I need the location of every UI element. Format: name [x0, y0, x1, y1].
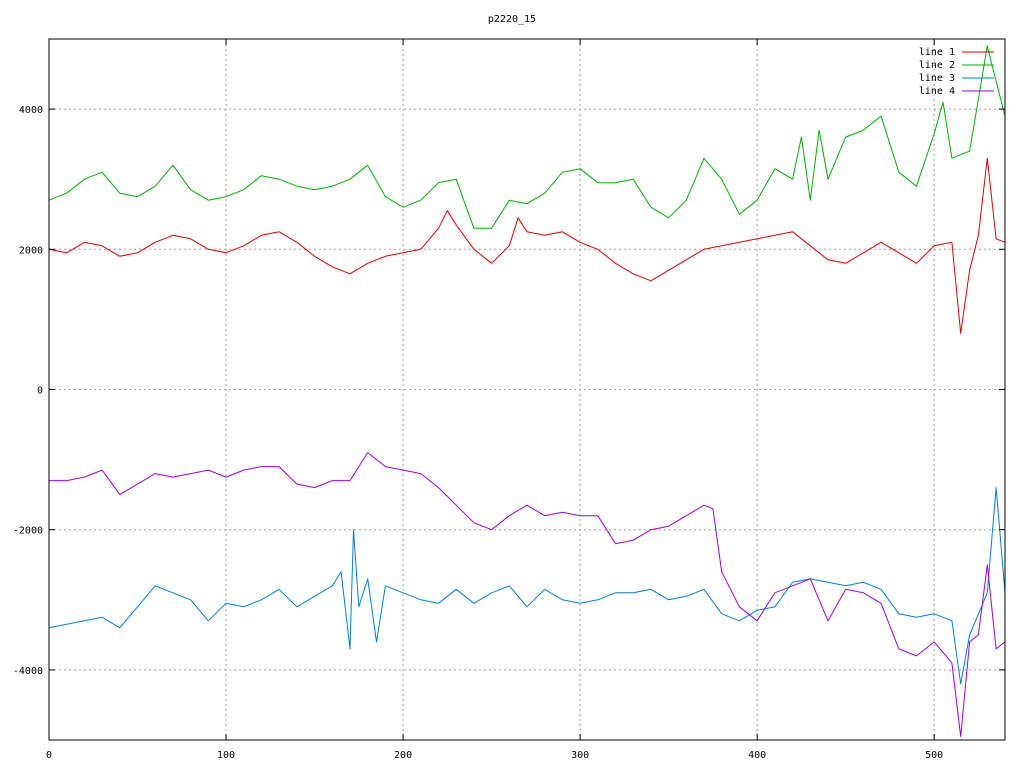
y-axis: -4000 -2000 0 2000 4000	[13, 105, 1005, 677]
legend-label: line 3	[919, 73, 955, 84]
y-tick-label: 4000	[19, 105, 43, 116]
y-tick-label: -2000	[13, 526, 43, 537]
series-layer	[48, 45, 1006, 737]
x-tick-label: 200	[394, 750, 412, 761]
x-axis: 0 100 200 300 400 500	[46, 39, 943, 761]
legend-label: line 2	[919, 60, 955, 71]
grid	[49, 39, 1005, 740]
legend-label: line 4	[919, 86, 955, 97]
x-tick-label: 300	[571, 750, 589, 761]
chart-title: p2220_15	[488, 14, 536, 25]
legend-label: line 1	[919, 47, 955, 58]
x-tick-label: 500	[925, 750, 943, 761]
y-tick-label: 0	[37, 386, 43, 397]
x-tick-label: 100	[217, 750, 235, 761]
legend: line 1 line 2 line 3 line 4	[919, 47, 994, 97]
y-tick-label: 2000	[19, 245, 43, 256]
series-line-1	[48, 157, 1006, 334]
y-tick-label: -4000	[13, 666, 43, 677]
series-line-3	[48, 487, 1006, 685]
x-tick-label: 400	[748, 750, 766, 761]
plot-frame	[48, 38, 1006, 741]
series-line-4	[49, 452, 1006, 737]
x-tick-label: 0	[46, 750, 52, 761]
series-line-2	[48, 45, 1006, 229]
